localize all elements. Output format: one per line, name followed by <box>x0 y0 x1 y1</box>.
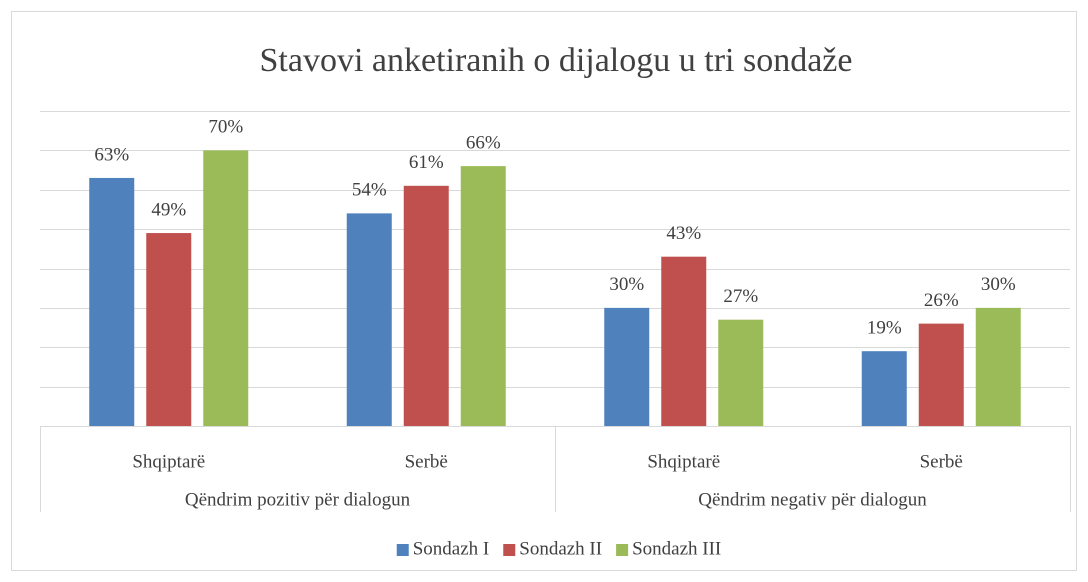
bar <box>918 323 964 426</box>
bar <box>604 307 650 426</box>
chart-title: Stavovi anketiranih o dijalogu u tri son… <box>260 42 853 79</box>
bar <box>460 166 506 426</box>
x-tick-label: Serbë <box>920 451 963 472</box>
value-label: 30% <box>609 274 644 295</box>
value-label: 27% <box>723 286 758 307</box>
bar <box>861 351 907 426</box>
value-label: 43% <box>666 223 701 244</box>
value-label: 49% <box>151 199 186 220</box>
bar <box>718 319 764 426</box>
value-label: 63% <box>94 144 129 165</box>
group-label: Qëndrim negativ për dialogun <box>698 489 927 510</box>
bar <box>346 213 392 426</box>
value-label: 30% <box>981 274 1016 295</box>
legend-swatch <box>503 544 516 556</box>
bar <box>146 233 192 426</box>
bar <box>975 307 1021 426</box>
bar <box>403 185 449 426</box>
value-label: 66% <box>466 132 501 153</box>
bar <box>203 150 249 426</box>
bar <box>89 177 135 426</box>
legend-label: Sondazh III <box>632 538 721 559</box>
legend-swatch <box>396 544 409 556</box>
group-label: Qëndrim pozitiv për dialogun <box>185 489 411 510</box>
x-tick-label: Shqiptarë <box>647 451 720 472</box>
bar <box>661 256 707 426</box>
value-label: 26% <box>924 290 959 311</box>
value-label: 70% <box>208 117 243 138</box>
value-label: 61% <box>409 152 444 173</box>
value-label: 54% <box>352 180 387 201</box>
x-tick-label: Shqiptarë <box>132 451 205 472</box>
legend-swatch <box>616 544 629 556</box>
legend-label: Sondazh I <box>413 538 490 559</box>
value-label: 19% <box>867 318 902 339</box>
legend-label: Sondazh II <box>519 538 602 559</box>
x-tick-label: Serbë <box>405 451 448 472</box>
